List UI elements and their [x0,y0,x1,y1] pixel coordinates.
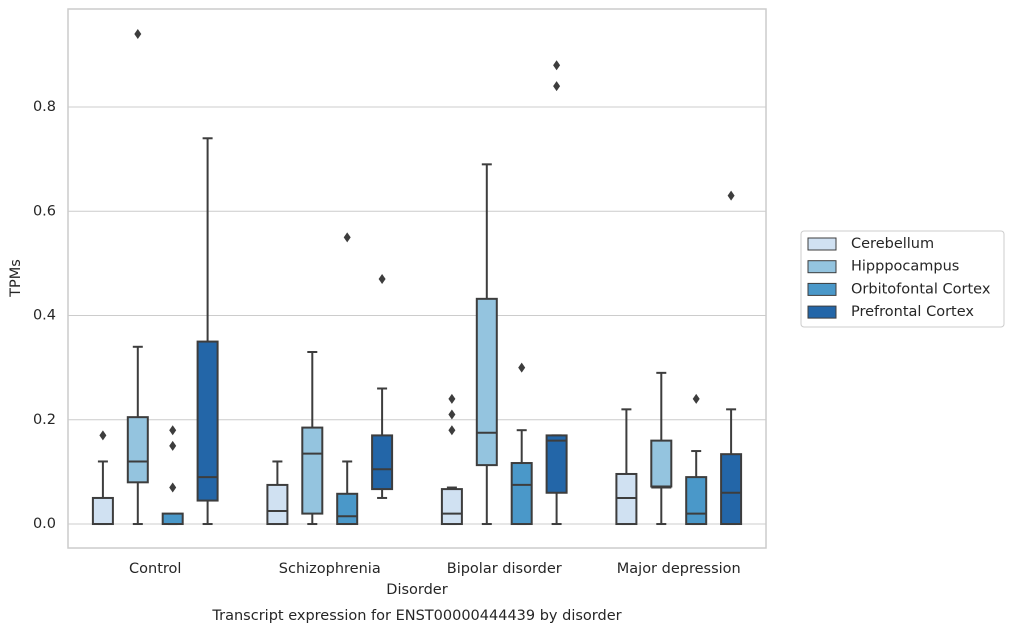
box-group [126,29,149,526]
box [126,416,149,484]
outlier [169,425,177,436]
outlier [169,440,177,451]
box [266,483,289,526]
y-tick-label: 0.8 [33,99,56,115]
box [336,492,359,526]
legend-label: Hipppocampus [851,259,959,275]
outlier [99,430,107,441]
outlier [553,81,561,92]
box-group [161,425,184,526]
box-group [685,393,708,526]
outlier [448,409,456,420]
outlier [692,393,700,404]
box [685,476,708,526]
x-tick-label: Schizophrenia [279,561,381,577]
y-tick-label: 0.0 [33,516,56,532]
chart-title: Transcript expression for ENST0000044443… [211,608,621,624]
x-tick-label: Control [129,561,181,577]
box [650,439,673,488]
outlier [378,274,386,285]
legend-swatch [807,305,837,319]
box-group [266,460,289,526]
outlier [727,190,735,201]
box [161,512,184,526]
x-tick-label: Major depression [617,561,741,577]
outlier [448,393,456,404]
box-group [545,60,568,526]
box-group [440,393,463,526]
box [510,462,533,526]
outlier [169,482,177,493]
legend-swatch [807,260,837,274]
box-group [336,232,359,526]
y-tick-label: 0.2 [33,412,56,428]
legend-swatch [807,237,837,251]
y-axis-label: TPMs [8,259,24,298]
box-group [510,362,533,526]
legend-label: Orbitofontal Cortex [851,281,991,297]
legend-label: Cerebellum [851,236,934,252]
y-tick-label: 0.4 [33,308,56,324]
legend-frame [800,230,1005,328]
y-tick-label: 0.6 [33,203,56,219]
box [615,472,638,526]
box-group [720,190,743,526]
box [196,340,219,502]
box [545,434,568,494]
box [475,297,498,467]
outlier [448,425,456,436]
box-group [475,163,498,526]
box-group [650,371,673,526]
box [301,426,324,515]
outlier [518,362,526,373]
box-group [301,351,324,526]
x-axis-label: Disorder [386,582,447,598]
box [440,488,463,526]
box-group [371,274,394,499]
legend-swatch [807,282,837,296]
box-group [196,137,219,526]
box-group [91,430,114,526]
outlier [553,60,561,71]
legend-label: Prefrontal Cortex [851,304,974,320]
plot-frame [67,8,767,549]
outlier [134,29,142,40]
x-tick-label: Bipolar disorder [447,561,562,577]
box [720,453,743,526]
box [371,434,394,491]
outlier [343,232,351,243]
box-group [615,408,638,526]
box [91,496,114,526]
